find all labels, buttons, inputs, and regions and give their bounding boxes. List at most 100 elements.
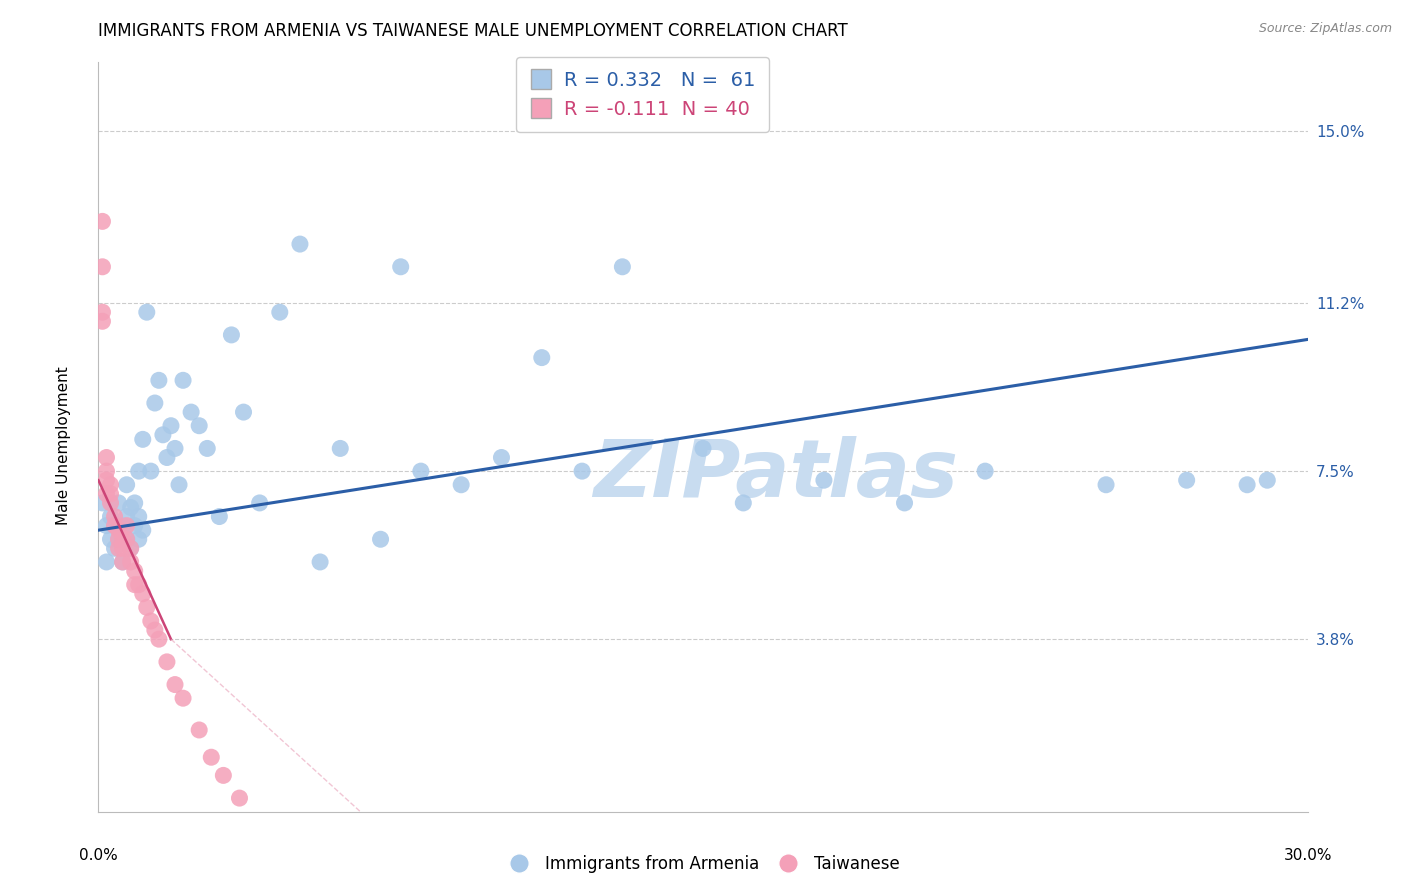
Point	[91, 214, 114, 228]
Point	[163, 442, 186, 456]
Point	[111, 541, 134, 556]
Point	[167, 477, 190, 491]
Point	[132, 587, 155, 601]
Point	[288, 237, 311, 252]
Point	[111, 533, 134, 547]
Point	[124, 564, 146, 578]
Point	[139, 464, 162, 478]
Point	[612, 260, 634, 274]
Point	[100, 496, 122, 510]
Legend: Immigrants from Armenia, Taiwanese: Immigrants from Armenia, Taiwanese	[499, 848, 907, 880]
Point	[143, 396, 166, 410]
Point	[329, 442, 352, 456]
Point	[450, 477, 472, 491]
Point	[530, 351, 553, 365]
Point	[269, 305, 291, 319]
Text: Source: ZipAtlas.com: Source: ZipAtlas.com	[1258, 22, 1392, 36]
Point	[148, 632, 170, 647]
Point	[152, 427, 174, 442]
Point	[1236, 477, 1258, 491]
Text: ZIPatlas: ZIPatlas	[593, 435, 957, 514]
Point	[148, 373, 170, 387]
Legend: R = 0.332   N =  61, R = -0.111  N = 40: R = 0.332 N = 61, R = -0.111 N = 40	[516, 57, 769, 132]
Point	[249, 496, 271, 510]
Point	[100, 477, 122, 491]
Point	[100, 487, 122, 501]
Point	[135, 600, 157, 615]
Point	[96, 487, 118, 501]
Point	[212, 768, 235, 782]
Point	[813, 473, 835, 487]
Point	[91, 305, 114, 319]
Point	[107, 523, 129, 537]
Point	[96, 555, 118, 569]
Point	[107, 541, 129, 556]
Point	[692, 442, 714, 456]
Point	[160, 418, 183, 433]
Point	[893, 496, 915, 510]
Point	[269, 841, 291, 855]
Point	[96, 473, 118, 487]
Point	[132, 523, 155, 537]
Point	[115, 533, 138, 547]
Point	[188, 723, 211, 737]
Point	[370, 533, 392, 547]
Point	[1095, 477, 1118, 491]
Point	[103, 518, 125, 533]
Point	[1175, 473, 1198, 487]
Point	[135, 305, 157, 319]
Point	[409, 464, 432, 478]
Point	[120, 541, 142, 556]
Point	[96, 464, 118, 478]
Text: 0.0%: 0.0%	[79, 848, 118, 863]
Point	[91, 496, 114, 510]
Point	[733, 496, 755, 510]
Point	[115, 533, 138, 547]
Point	[120, 500, 142, 515]
Point	[128, 533, 150, 547]
Point	[107, 533, 129, 547]
Point	[120, 555, 142, 569]
Point	[111, 555, 134, 569]
Point	[128, 577, 150, 591]
Point	[128, 509, 150, 524]
Point	[100, 509, 122, 524]
Point	[195, 442, 218, 456]
Point	[107, 496, 129, 510]
Point	[107, 533, 129, 547]
Point	[103, 509, 125, 524]
Point	[115, 477, 138, 491]
Point	[111, 518, 134, 533]
Point	[103, 541, 125, 556]
Point	[172, 373, 194, 387]
Point	[124, 496, 146, 510]
Point	[491, 450, 513, 465]
Text: Male Unemployment: Male Unemployment	[56, 367, 70, 525]
Point	[103, 518, 125, 533]
Point	[221, 327, 243, 342]
Point	[96, 450, 118, 465]
Point	[188, 418, 211, 433]
Point	[143, 623, 166, 637]
Point	[124, 518, 146, 533]
Point	[132, 433, 155, 447]
Point	[111, 555, 134, 569]
Point	[115, 518, 138, 533]
Point	[571, 464, 593, 478]
Point	[1256, 473, 1278, 487]
Point	[180, 405, 202, 419]
Point	[120, 541, 142, 556]
Point	[156, 655, 179, 669]
Point	[100, 533, 122, 547]
Point	[91, 314, 114, 328]
Point	[309, 555, 332, 569]
Text: IMMIGRANTS FROM ARMENIA VS TAIWANESE MALE UNEMPLOYMENT CORRELATION CHART: IMMIGRANTS FROM ARMENIA VS TAIWANESE MAL…	[98, 22, 848, 40]
Point	[228, 791, 250, 805]
Point	[208, 509, 231, 524]
Point	[200, 750, 222, 764]
Point	[232, 405, 254, 419]
Point	[389, 260, 412, 274]
Point	[139, 614, 162, 628]
Point	[974, 464, 997, 478]
Point	[172, 691, 194, 706]
